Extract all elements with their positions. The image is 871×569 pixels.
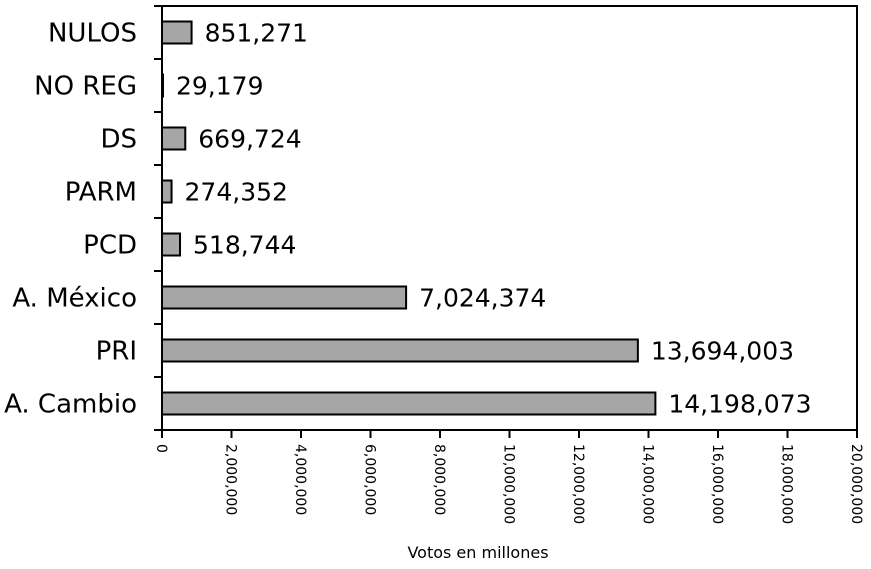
bar <box>161 179 173 204</box>
x-tick-label: 4,000,000 <box>292 444 308 515</box>
x-tick-label: 12,000,000 <box>570 444 586 524</box>
value-label: 14,198,073 <box>668 390 811 419</box>
value-label: 851,271 <box>205 19 308 48</box>
bar <box>161 126 187 151</box>
x-tick-label: 20,000,000 <box>848 444 864 524</box>
bar <box>161 232 182 257</box>
plot-frame <box>161 5 858 431</box>
category-label: NO REG <box>34 72 137 102</box>
category-label: PCD <box>83 231 137 261</box>
category-label: A. Cambio <box>4 390 137 420</box>
x-tick-label: 8,000,000 <box>431 444 447 515</box>
x-tick-label: 6,000,000 <box>362 444 378 515</box>
value-label: 669,724 <box>198 125 301 154</box>
category-label: DS <box>100 125 137 155</box>
value-label: 29,179 <box>176 72 263 101</box>
x-tick-label: 16,000,000 <box>709 444 725 524</box>
x-tick-label: 10,000,000 <box>501 444 517 524</box>
x-tick-label: 14,000,000 <box>640 444 656 524</box>
category-label: PRI <box>96 337 137 367</box>
category-label: PARM <box>65 178 137 208</box>
value-label: 13,694,003 <box>651 337 794 366</box>
bar <box>161 20 193 45</box>
x-tick-label: 2,000,000 <box>223 444 239 515</box>
bar <box>161 285 408 310</box>
x-tick-label: 0 <box>153 444 169 453</box>
value-label: 7,024,374 <box>419 284 546 313</box>
category-label: NULOS <box>48 19 137 49</box>
value-label: 274,352 <box>185 178 288 207</box>
bar <box>161 338 639 363</box>
x-tick-label: 18,000,000 <box>779 444 795 524</box>
category-label: A. México <box>12 284 137 314</box>
value-label: 518,744 <box>193 231 296 260</box>
bar <box>161 391 657 416</box>
bars-layer <box>161 20 657 416</box>
axes-layer: NULOS 851,271 NO REG 29,179 DS 669,724 PARM 274… <box>4 5 864 524</box>
x-axis-title: Votos en millones <box>407 543 548 562</box>
